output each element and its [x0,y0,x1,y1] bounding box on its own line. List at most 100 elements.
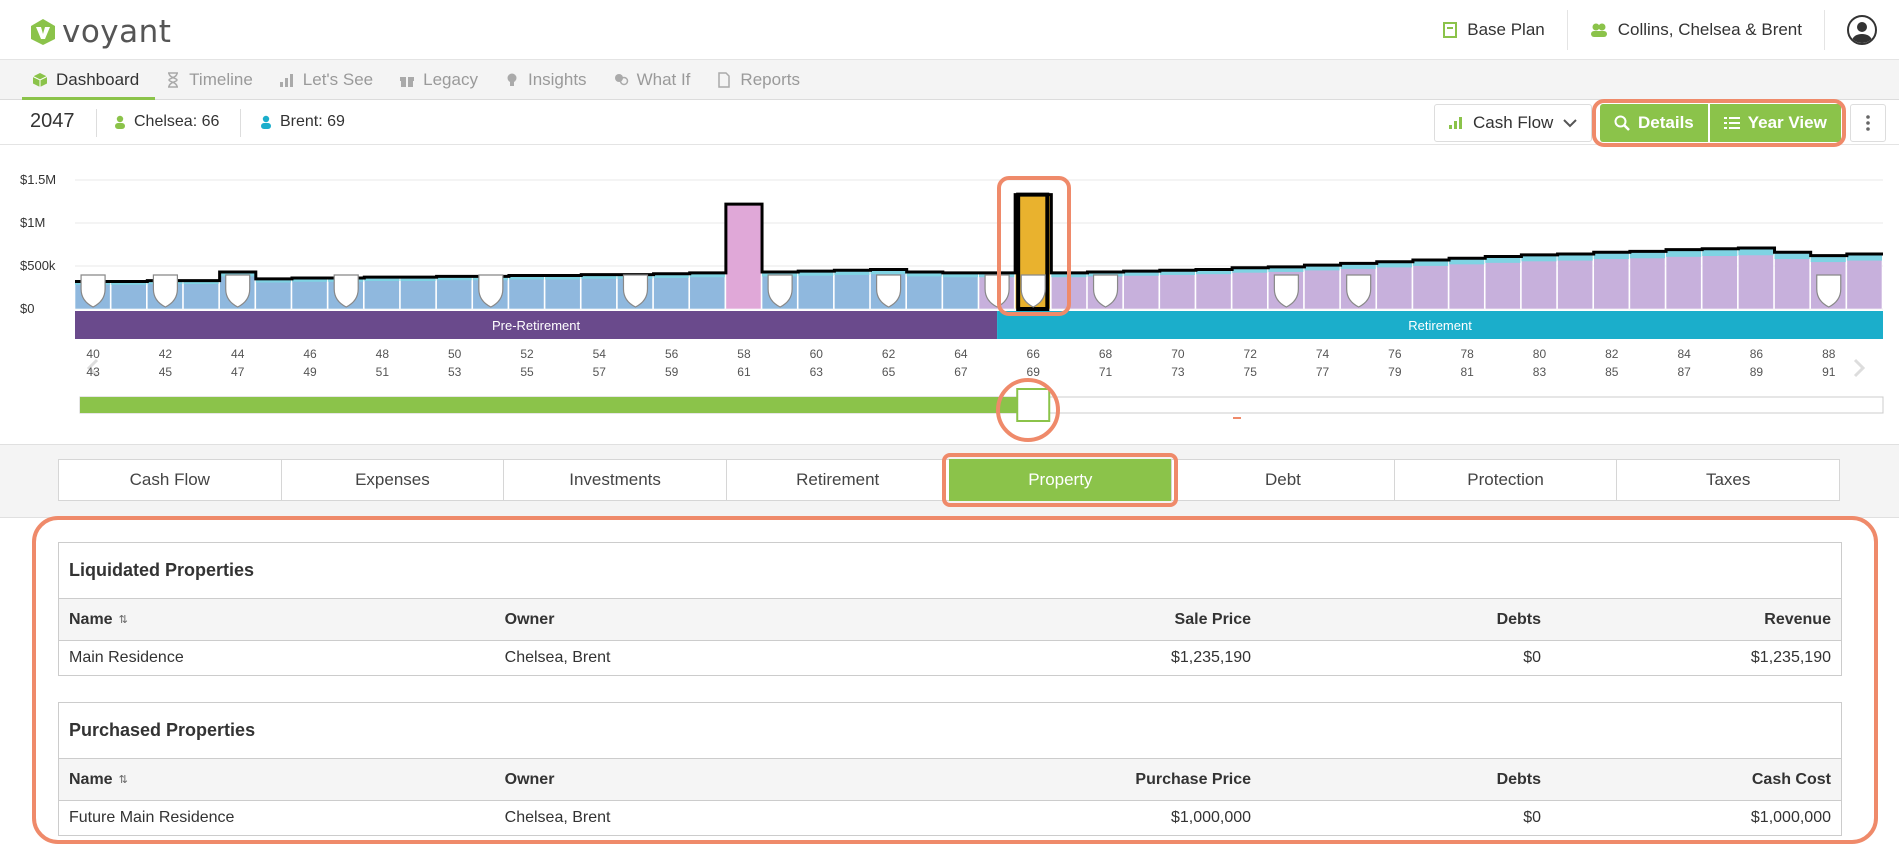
chart-bar[interactable] [834,270,870,310]
client-button[interactable]: Collins, Chelsea & Brent [1568,10,1825,50]
timeline-slider-handle[interactable] [1016,388,1051,422]
chart-bar-segment [1738,247,1774,256]
user-menu[interactable] [1825,10,1899,50]
more-options-button[interactable] [1850,104,1886,142]
chart-bar[interactable] [725,203,762,310]
chart-bar[interactable] [1412,259,1449,310]
nav-tab-insights[interactable]: Insights [494,60,603,100]
details-button[interactable]: Details [1600,104,1708,142]
chart-bar-segment [1123,271,1159,276]
chart-bar-segment [1412,259,1449,266]
age-label-person1: 84 [1677,347,1691,361]
chart-bar[interactable] [255,278,292,310]
nav-tab-reports[interactable]: Reports [706,60,816,100]
event-marker-icon[interactable] [876,274,902,308]
event-marker-icon[interactable] [1273,274,1299,308]
chart-bar[interactable] [797,270,834,310]
chart-bar[interactable] [1123,270,1160,310]
chart-bar[interactable] [1304,264,1340,310]
chart-bar[interactable] [110,281,147,310]
chart-bar[interactable] [689,272,726,310]
event-marker-icon[interactable] [767,274,793,308]
event-marker-icon[interactable] [1020,274,1046,308]
chart-bar-segment [1485,256,1521,263]
sort-by-name-header[interactable]: Name ⇅ [59,611,495,629]
age-label-person1: 56 [665,347,679,361]
sort-by-name-header[interactable]: Name ⇅ [59,771,495,789]
chart-bar-segment [291,278,328,282]
age-label-person1: 88 [1822,347,1836,361]
nav-tab-timeline[interactable]: Timeline [155,60,269,100]
tab-cash-flow[interactable]: Cash Flow [58,459,281,501]
chart-bar[interactable] [1231,267,1268,310]
tab-protection[interactable]: Protection [1393,459,1617,501]
chart-bar[interactable] [1665,249,1702,310]
chart-bar[interactable] [1521,254,1557,310]
age-label-person2: 67 [954,365,968,379]
chart-bar[interactable] [906,271,943,310]
tab-expenses[interactable]: Expenses [280,459,504,501]
event-marker-icon[interactable] [225,274,251,308]
nav-tab-what-if[interactable]: What If [603,60,707,100]
event-marker-icon[interactable] [478,274,504,308]
chart-bar[interactable] [1738,247,1774,310]
event-marker-icon[interactable] [622,274,649,308]
chart-bar-segment [870,269,906,275]
chart-bar[interactable] [942,272,979,310]
chevron-left-icon[interactable] [86,358,99,378]
event-marker-icon[interactable] [1346,274,1372,308]
chart-bar[interactable] [363,276,400,310]
event-marker-icon[interactable] [80,274,106,308]
tab-property[interactable]: Property [948,459,1172,501]
chart-bar[interactable] [653,273,690,310]
chart-bar[interactable] [508,275,545,310]
event-marker-icon[interactable] [152,274,178,308]
chart-bar[interactable] [1159,270,1196,310]
nav-tab-dashboard[interactable]: Dashboard [22,60,156,100]
chart-svg[interactable]: $1.5M $1M $500k $0 Pre-Retirement Retirement 4… [0,146,1899,446]
chart-bar[interactable] [580,274,617,310]
chart-bar-segment [1774,252,1810,260]
chart-bar[interactable] [1051,272,1087,310]
chart-bar[interactable] [1484,256,1521,310]
year-view-button[interactable]: Year View [1709,104,1841,142]
chart-bar[interactable] [1557,253,1594,310]
chart-bar[interactable] [1448,257,1485,310]
phase-label-pre: Pre-Retirement [492,318,581,333]
base-plan-button[interactable]: Base Plan [1421,10,1568,50]
chart-bar[interactable] [1774,251,1810,310]
pdf-icon [718,72,731,88]
y-axis-label: $1.5M [20,172,56,187]
more-vertical-icon [1866,115,1870,131]
chart-bar[interactable] [1846,253,1883,310]
event-marker-icon[interactable] [333,274,359,308]
chart-bar-segment [219,272,255,277]
chart-bar-segment [508,275,545,280]
chart-bar[interactable] [1629,251,1666,310]
chart-bar[interactable] [291,277,328,310]
tab-retirement[interactable]: Retirement [725,459,949,501]
chart-bar[interactable] [183,280,219,310]
event-marker-icon[interactable] [1092,274,1119,308]
view-select-dropdown[interactable]: Cash Flow [1434,104,1592,142]
chart-bar[interactable] [400,276,436,310]
tab-debt[interactable]: Debt [1171,459,1394,501]
age-label-person1: 44 [231,347,245,361]
nav-tab-legacy[interactable]: Legacy [389,60,494,100]
chart-bar[interactable] [1593,251,1630,310]
chart-bar[interactable] [544,275,581,310]
nav-tab-lets-see[interactable]: Let's See [269,60,389,100]
bar-chart-icon [279,74,293,87]
chevron-right-icon[interactable] [1853,358,1866,378]
chart-bar[interactable] [1376,261,1413,310]
voyant-logo[interactable]: voyant [28,14,171,50]
tab-investments[interactable]: Investments [503,459,726,501]
chart-bar[interactable] [1701,248,1738,310]
chart-bar-segment [1629,251,1666,259]
chart-bar[interactable] [436,276,473,310]
chart-bar[interactable] [1195,269,1232,310]
chart-bar-segment [1304,265,1340,271]
tab-taxes[interactable]: Taxes [1616,459,1840,501]
event-marker-icon[interactable] [1816,274,1842,308]
top-bar: voyant Base Plan Collins, Chelsea & Bren… [0,0,1899,60]
